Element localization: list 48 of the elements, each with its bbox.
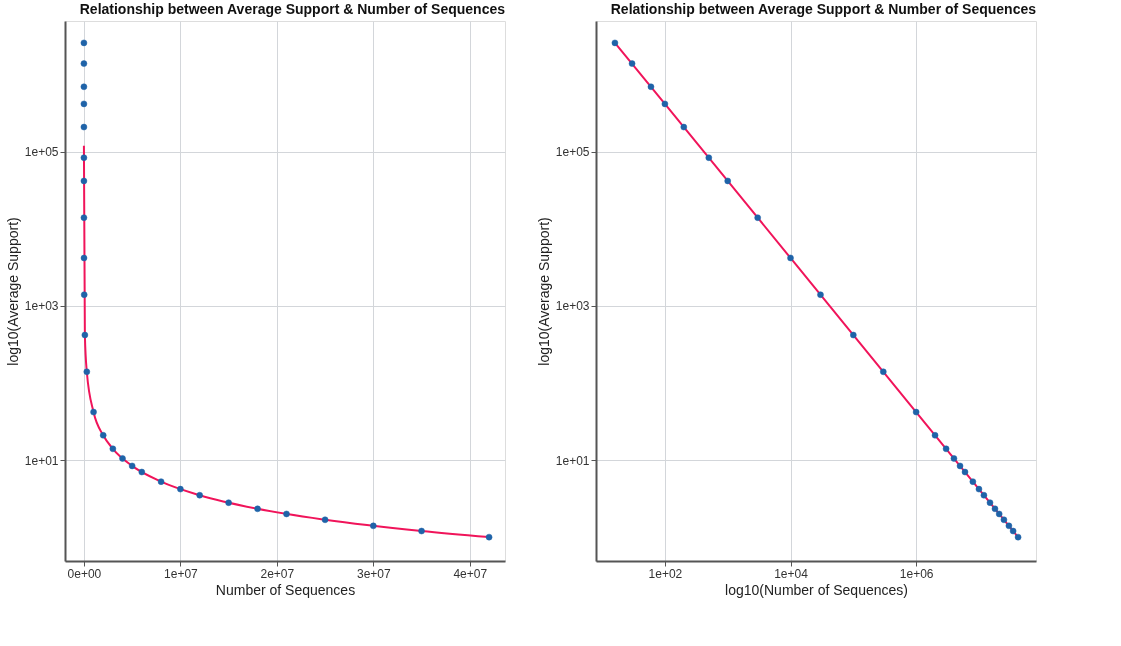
y-tick-label: 1e+05	[24, 145, 59, 160]
point	[418, 527, 425, 535]
y-tick-label: 1e+03	[24, 299, 59, 314]
point	[119, 455, 126, 462]
point	[283, 510, 290, 518]
point	[128, 462, 136, 470]
x-tick-label: 1e+02	[648, 566, 683, 581]
x-tick-label: 1e+04	[774, 566, 809, 581]
point	[370, 522, 377, 530]
x-tick-label: 3e+07	[356, 566, 391, 581]
point	[321, 516, 329, 524]
point	[80, 60, 88, 67]
point	[80, 123, 88, 131]
chart-title: Relationship between Average Support & Number of Sequences	[610, 1, 1037, 17]
x-tick-label: 2e+07	[260, 566, 295, 581]
y-tick-label: 1e+01	[24, 453, 59, 468]
x-tick-label: 0e+00	[67, 566, 102, 581]
chart-title: Relationship between Average Support & Number of Sequences	[79, 1, 506, 17]
y-axis-title: log10(Average Support)	[4, 217, 21, 366]
point	[80, 214, 88, 221]
point	[80, 154, 88, 161]
point	[80, 100, 88, 108]
point	[225, 499, 232, 506]
y-axis-title: log10(Average Support)	[535, 217, 552, 366]
point	[157, 478, 165, 485]
point	[254, 505, 261, 513]
point	[80, 39, 88, 47]
point	[109, 445, 117, 453]
point	[80, 291, 88, 298]
y-tick-label: 1e+01	[555, 453, 590, 468]
point	[138, 468, 146, 476]
x-axis-title: log10(Number of Sequences)	[725, 581, 908, 598]
point	[80, 254, 88, 262]
point	[196, 491, 203, 499]
point	[83, 368, 91, 376]
y-tick-label: 1e+05	[555, 145, 590, 160]
point	[80, 177, 88, 185]
point	[99, 432, 107, 439]
point	[177, 485, 184, 493]
point	[80, 83, 88, 91]
y-tick-label: 1e+03	[555, 299, 590, 314]
point	[485, 533, 493, 541]
x-tick-label: 4e+07	[453, 566, 488, 581]
point	[81, 331, 89, 339]
point	[90, 408, 97, 416]
x-axis-title: Number of Sequences	[215, 581, 356, 598]
x-tick-label: 1e+06	[899, 566, 934, 581]
x-tick-label: 1e+07	[164, 566, 199, 581]
